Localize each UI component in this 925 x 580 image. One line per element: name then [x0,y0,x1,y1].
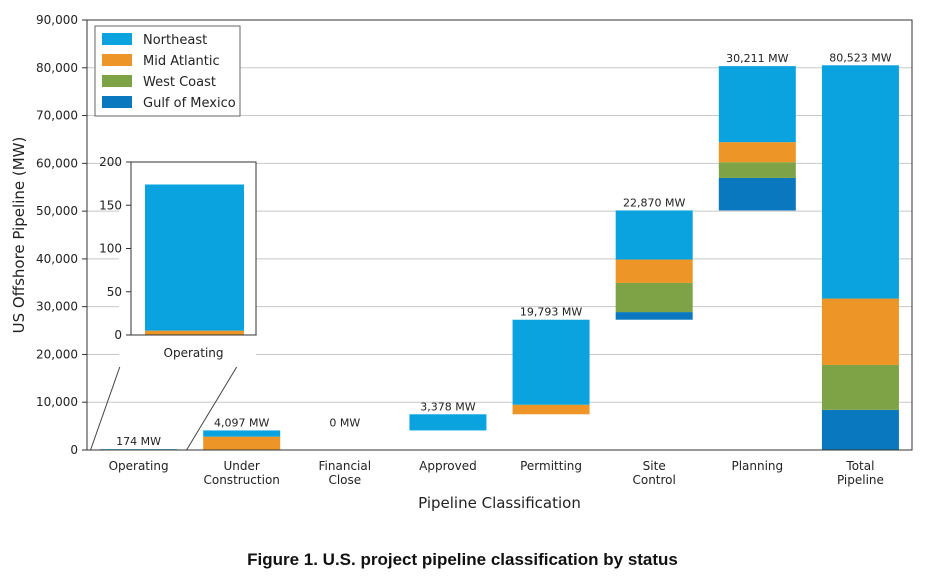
plot-frame [86,19,913,451]
x-tick-label: Approved [419,459,477,473]
y-tick-label: 20,000 [36,347,78,361]
total-label: 22,870 MW [623,196,685,209]
legend: Northeast Mid Atlantic West Coast Gulf of M… [94,25,241,117]
bar-mid-atlantic [203,436,281,450]
inset-frame [130,161,257,336]
y-tick-label: 60,000 [36,156,78,170]
x-tick-label: Planning [731,459,783,473]
y-tick-label: 10,000 [36,395,78,409]
bar-mid-atlantic [821,298,899,365]
legend-label: Mid Atlantic [143,54,220,69]
bar-northeast [512,319,590,405]
inset-y-tick-label: 50 [107,285,122,299]
inset-y-tick-label: 0 [114,328,122,342]
inset-y-tick-label: 100 [99,242,122,256]
x-tick-label: Site Control [632,459,675,487]
legend-label: Gulf of Mexico [143,96,236,111]
bar-mid-atlantic [718,142,796,163]
bar-west-coast [718,162,796,178]
total-label: 174 MW [116,435,161,448]
y-tick-label: 90,000 [36,13,78,27]
y-axis-title: US Offshore Pipeline (MW) [10,137,28,334]
y-tick-label: 30,000 [36,300,78,314]
figure-caption: Figure 1. U.S. project pipeline classifi… [247,550,678,569]
inset-category-label: Operating [164,346,224,360]
bar-northeast [203,430,281,437]
bar-gulf-of-mexico [615,312,693,320]
y-tick-label: 40,000 [36,252,78,266]
inset-bar-northeast [145,184,244,331]
bar-northeast [615,210,693,260]
pipeline-chart: 0 50 100 150 200 Operating 0 10,000 20,000 30,00… [10,13,913,512]
x-tick-label: Operating [109,459,169,473]
inset-y-tick-label: 150 [99,198,122,212]
legend-swatch [102,54,132,66]
total-label: 0 MW [329,416,360,429]
x-axis-title: Pipeline Classification [418,494,581,512]
legend-swatch [102,96,132,108]
legend-swatch [102,75,132,87]
bar-northeast [409,414,487,431]
total-label: 80,523 MW [829,51,891,64]
legend-label: West Coast [143,75,216,90]
y-tick-label: 0 [70,443,78,457]
bar-mid-atlantic [512,404,590,415]
bar-west-coast [821,364,899,410]
x-tick-label: Under Construction [203,459,279,487]
total-label: 4,097 MW [214,416,269,429]
y-tick-label: 80,000 [36,61,78,75]
x-tick-label: Financial Close [319,459,372,487]
x-tick-label: Permitting [520,459,582,473]
total-label: 30,211 MW [726,52,788,65]
data-labels: 174 MW 4,097 MW 0 MW 3,378 MW 19,793 MW 22,87… [116,51,892,448]
bar-northeast [821,65,899,299]
inset-y-tick-label: 200 [99,155,122,169]
inset-bar-mid-atlantic [145,330,244,335]
axes: 0 10,000 20,000 30,000 40,000 50,000 60,000 70,… [10,13,913,512]
bar-gulf-of-mexico [718,177,796,211]
y-tick-label: 70,000 [36,109,78,123]
bars [100,65,899,450]
total-label: 3,378 MW [420,400,475,413]
x-tick-label: Total Pipeline [837,459,884,487]
bar-northeast [718,66,796,143]
operating-inset: 0 50 100 150 200 Operating [99,155,257,367]
bar-mid-atlantic [615,259,693,283]
legend-label: Northeast [143,33,207,48]
legend-swatch [102,33,132,45]
y-tick-label: 50,000 [36,204,78,218]
total-label: 19,793 MW [520,306,582,319]
bar-west-coast [615,282,693,313]
bar-gulf-of-mexico [821,409,899,450]
